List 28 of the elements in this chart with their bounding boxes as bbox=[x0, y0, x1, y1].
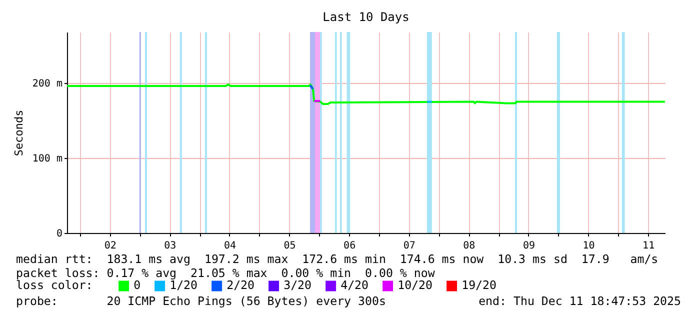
text: median rtt: 183.1 ms avg 197.2 ms max 172.6 ms min 174.6 ms now 10.3 ms sd 17.9 am/s bbox=[16, 252, 658, 266]
x-tick-label: 07 bbox=[403, 240, 416, 252]
legend-label: 19/20 bbox=[462, 278, 497, 292]
x-tick-label: 11 bbox=[642, 240, 655, 252]
x-tick-label: 04 bbox=[224, 240, 236, 252]
legend-title: loss color: bbox=[16, 278, 93, 292]
x-tick-label: 02 bbox=[104, 240, 116, 252]
x-tick-label: 08 bbox=[463, 240, 476, 252]
x-tick-label: 03 bbox=[164, 240, 176, 252]
legend-label: 10/20 bbox=[398, 278, 433, 292]
legend-label: 3/20 bbox=[284, 278, 312, 292]
text: probe: 20 ICMP Echo Pings (56 Bytes) every 300s bbox=[16, 294, 386, 308]
legend-label: 2/20 bbox=[226, 278, 255, 292]
chart-title: Last 10 Days bbox=[322, 10, 410, 24]
y-tick-label: 100 m bbox=[32, 154, 62, 164]
y-tick-label: 0 bbox=[56, 228, 62, 240]
legend-label: 1/20 bbox=[170, 278, 198, 292]
x-tick-label: 10 bbox=[582, 240, 595, 252]
legend-label: 4/20 bbox=[340, 278, 369, 292]
x-tick-label: 06 bbox=[344, 240, 356, 252]
y-tick-label: 200 m bbox=[32, 78, 62, 90]
x-tick-label: 09 bbox=[522, 240, 535, 252]
text: end: Thu Dec 11 18:47:53 2025 bbox=[478, 294, 681, 308]
legend-label: 0 bbox=[134, 278, 141, 292]
x-tick-label: 05 bbox=[284, 240, 296, 252]
text: packet loss: 0.17 % avg 21.05 % max 0.00 % min 0.00 % now bbox=[16, 266, 435, 280]
y-axis-title: Seconds bbox=[12, 110, 26, 156]
line-series bbox=[66, 84, 666, 105]
